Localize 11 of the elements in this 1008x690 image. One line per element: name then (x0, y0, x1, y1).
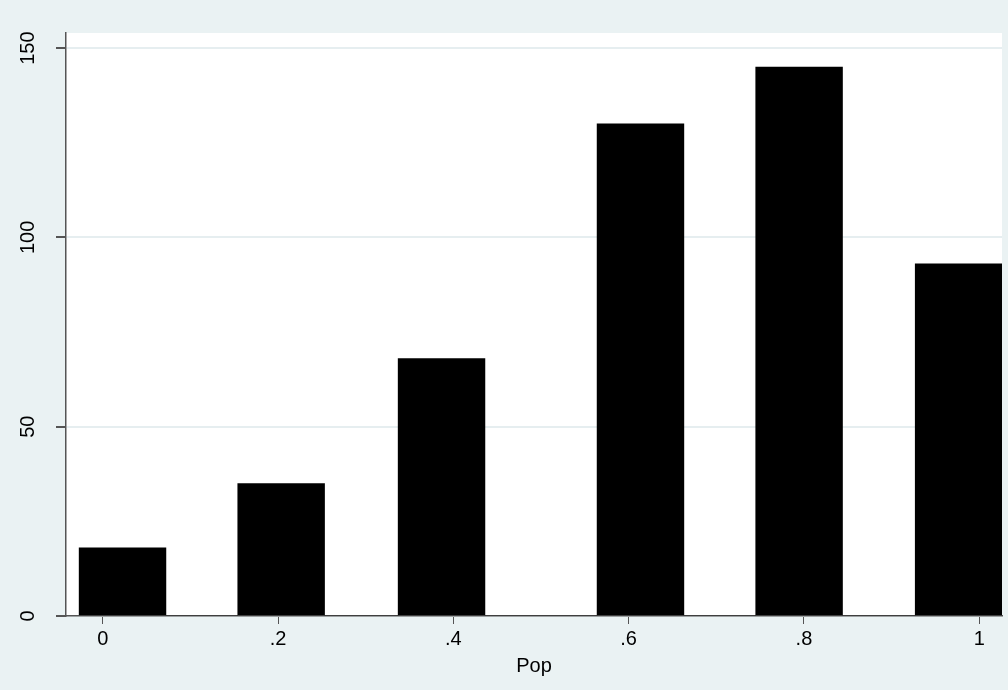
x-tick-label: 1 (973, 626, 985, 649)
x-tick-label: .4 (445, 626, 462, 649)
y-tick-label: 50 (15, 415, 38, 438)
x-axis-title: Pop (516, 653, 552, 676)
y-tick-label: 150 (15, 31, 38, 65)
x-tick-label: .2 (269, 626, 287, 649)
y-tick-label: 100 (15, 220, 38, 255)
x-tick-label: .6 (620, 626, 637, 649)
x-tick-label: .8 (795, 626, 813, 649)
y-tick-label: 0 (15, 610, 38, 622)
x-tick-label: 0 (97, 626, 109, 649)
